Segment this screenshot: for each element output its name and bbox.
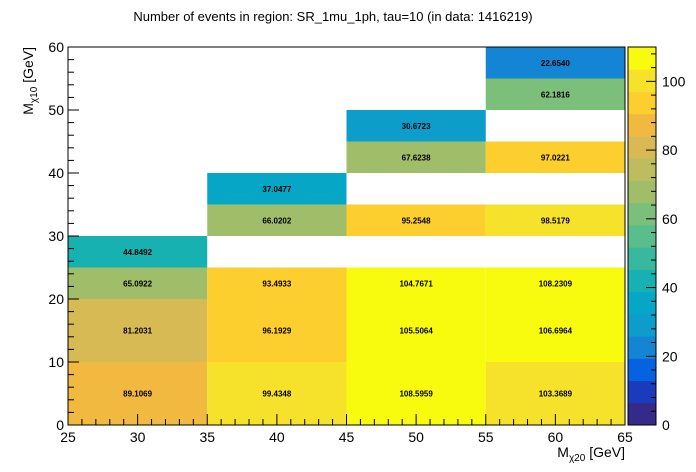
heatmap-cell bbox=[207, 173, 347, 205]
color-scale-swatch bbox=[628, 291, 656, 315]
x-tick-label: 40 bbox=[269, 429, 285, 445]
y-tick-label: 20 bbox=[48, 291, 64, 307]
x-tick-label: 60 bbox=[548, 429, 564, 445]
z-tick-label: 0 bbox=[662, 417, 670, 433]
cell-value-label: 96.1929 bbox=[262, 327, 291, 336]
x-tick-label: 25 bbox=[60, 429, 76, 445]
heatmap-cell bbox=[485, 141, 625, 173]
x-axis-title-unit: [GeV] bbox=[585, 444, 625, 460]
x-axis-ticks: 25 30 35 40 45 50 55 60 65 bbox=[60, 414, 633, 445]
cell-value-label: 62.1816 bbox=[541, 90, 570, 99]
heatmap-cell bbox=[485, 267, 625, 299]
heatmap-cell bbox=[346, 299, 486, 362]
heatmap-cell-labels: 89.1069 81.2031 65.0922 44.8492 99.4348 96.19… bbox=[123, 59, 572, 399]
cell-value-label: 37.0477 bbox=[262, 185, 291, 194]
cell-value-label: 98.5179 bbox=[541, 216, 570, 225]
color-scale-swatch bbox=[628, 135, 656, 159]
cell-value-label: 89.1069 bbox=[123, 390, 152, 399]
color-scale-ticks: 0 20 40 60 80 100 bbox=[646, 53, 686, 433]
cell-value-label: 104.7671 bbox=[399, 279, 433, 288]
y-axis-title-subscript: χ10 bbox=[29, 86, 40, 103]
x-axis-title-subscript: χ20 bbox=[569, 453, 586, 464]
cell-value-label: 105.5064 bbox=[399, 327, 433, 336]
x-tick-label: 55 bbox=[478, 429, 494, 445]
x-tick-label: 35 bbox=[199, 429, 215, 445]
color-scale-swatch bbox=[628, 224, 656, 248]
color-scale-swatch bbox=[628, 313, 656, 337]
color-scale-swatch bbox=[628, 202, 656, 226]
heatmap-cell bbox=[346, 141, 486, 173]
x-tick-label: 65 bbox=[617, 429, 633, 445]
y-axis-ticks: 0 10 20 30 40 50 60 bbox=[48, 39, 79, 433]
cell-value-label: 106.6964 bbox=[539, 327, 573, 336]
color-scale-swatch bbox=[628, 47, 656, 70]
z-tick-label: 60 bbox=[662, 211, 678, 227]
y-tick-label: 60 bbox=[48, 39, 64, 55]
y-axis-title-main: M bbox=[20, 103, 36, 115]
color-scale-swatch bbox=[628, 336, 656, 359]
heatmap-cell bbox=[485, 78, 625, 110]
y-tick-label: 0 bbox=[56, 417, 64, 433]
y-tick-label: 10 bbox=[48, 354, 64, 370]
color-scale-swatch bbox=[628, 91, 656, 115]
cell-value-label: 108.2309 bbox=[539, 279, 573, 288]
z-tick-label: 80 bbox=[662, 142, 678, 158]
heatmap-cell bbox=[68, 267, 208, 299]
cell-value-label: 66.0202 bbox=[262, 216, 291, 225]
cell-value-label: 99.4348 bbox=[262, 390, 291, 399]
color-scale-swatch bbox=[628, 402, 656, 426]
color-scale-swatch bbox=[628, 380, 656, 404]
cell-value-label: 93.4933 bbox=[262, 279, 291, 288]
cell-value-label: 81.2031 bbox=[123, 327, 152, 336]
heatmap-cell bbox=[346, 110, 486, 142]
color-scale-frame bbox=[627, 46, 657, 426]
x-tick-label: 30 bbox=[130, 429, 146, 445]
cell-value-label: 44.8492 bbox=[123, 248, 152, 257]
heatmap-cell bbox=[346, 204, 486, 236]
heatmap-cell bbox=[485, 47, 625, 79]
z-tick-label: 40 bbox=[662, 280, 678, 296]
y-axis-title: Mχ10 [GeV] bbox=[20, 47, 40, 115]
heatmap-cell bbox=[485, 299, 625, 362]
color-scale-swatch bbox=[628, 358, 656, 382]
x-axis-title-main: M bbox=[557, 444, 569, 460]
heatmap-cell bbox=[68, 299, 208, 362]
y-tick-label: 30 bbox=[48, 228, 64, 244]
x-tick-label: 45 bbox=[339, 429, 355, 445]
heatmap-cell bbox=[68, 236, 208, 268]
color-scale-swatch bbox=[628, 113, 656, 137]
color-scale-swatch bbox=[628, 247, 656, 270]
color-scale-swatch bbox=[628, 269, 656, 293]
heatmap-cell bbox=[207, 299, 347, 362]
heatmap-cell bbox=[207, 267, 347, 299]
color-scale-swatch bbox=[628, 69, 656, 92]
x-axis-title: Mχ20 [GeV] bbox=[557, 444, 625, 464]
y-tick-label: 40 bbox=[48, 165, 64, 181]
color-scale-bar bbox=[627, 46, 657, 426]
x-tick-label: 50 bbox=[408, 429, 424, 445]
y-tick-label: 50 bbox=[48, 102, 64, 118]
heatmap-cell bbox=[485, 204, 625, 236]
heatmap-cells bbox=[68, 47, 625, 425]
cell-value-label: 67.6238 bbox=[402, 153, 431, 162]
cell-value-label: 108.5959 bbox=[399, 390, 433, 399]
heatmap-cell bbox=[346, 267, 486, 299]
z-tick-label: 100 bbox=[662, 73, 686, 89]
cell-value-label: 30.6723 bbox=[402, 122, 431, 131]
z-tick-label: 20 bbox=[662, 348, 678, 364]
color-scale-swatch bbox=[628, 158, 656, 181]
chart-title: Number of events in region: SR_1mu_1ph, … bbox=[133, 9, 532, 24]
cell-value-label: 95.2548 bbox=[402, 216, 431, 225]
y-axis-title-unit: [GeV] bbox=[20, 47, 36, 87]
cell-value-label: 103.3689 bbox=[539, 390, 573, 399]
heatmap-cell bbox=[207, 204, 347, 236]
cell-value-label: 97.0221 bbox=[541, 153, 570, 162]
cell-value-label: 22.6540 bbox=[541, 59, 570, 68]
color-scale-swatch bbox=[628, 180, 656, 204]
cell-value-label: 65.0922 bbox=[123, 279, 152, 288]
